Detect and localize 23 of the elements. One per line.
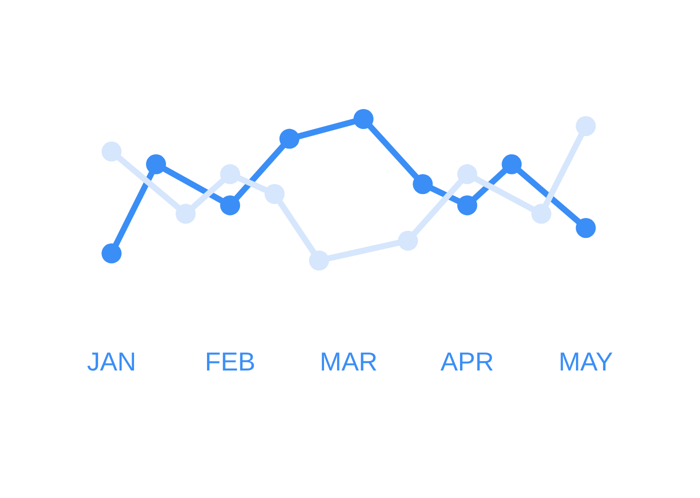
point (412, 174, 433, 194)
point (102, 243, 122, 264)
point (576, 218, 596, 238)
x-tick-label: MAY (558, 346, 614, 376)
point (146, 154, 166, 174)
point (220, 195, 240, 216)
x-tick-label: JAN (86, 346, 136, 376)
point (264, 184, 285, 204)
point (502, 154, 522, 174)
x-tick-label: APR (440, 346, 494, 376)
point (102, 142, 122, 162)
x-tick-label: MAR (320, 346, 378, 376)
point (309, 250, 330, 270)
point (457, 195, 478, 216)
point (279, 128, 300, 149)
x-tick-label: FEB (204, 346, 256, 376)
point (398, 230, 418, 251)
point (220, 164, 240, 184)
point (176, 204, 196, 224)
point (353, 109, 374, 129)
point (531, 204, 552, 224)
point (576, 116, 596, 136)
point (457, 164, 478, 184)
